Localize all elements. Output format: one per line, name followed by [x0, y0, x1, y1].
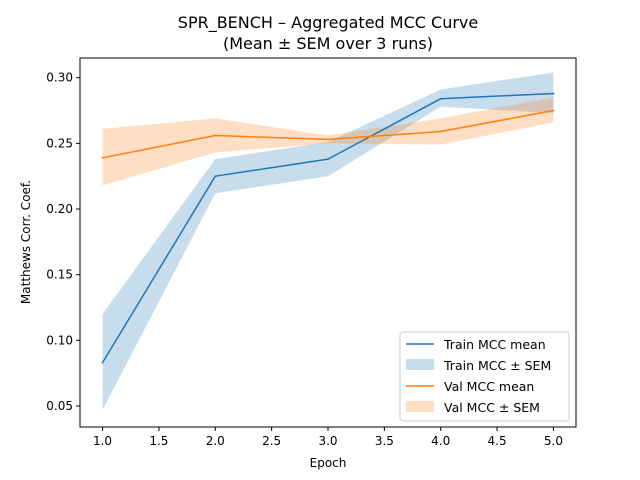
val-mean-point [552, 109, 555, 112]
legend-train-sem-swatch [406, 359, 434, 370]
y-tick-label: 0.05 [46, 399, 73, 413]
y-axis-label: Matthews Corr. Coef. [19, 180, 33, 304]
x-tick-label: 1.5 [149, 434, 168, 448]
y-tick-label: 0.15 [46, 268, 73, 282]
chart-title: SPR_BENCH – Aggregated MCC Curve [178, 13, 478, 33]
sem-bands [102, 72, 554, 410]
x-tick-label: 4.0 [431, 434, 450, 448]
train-mean-point [214, 175, 217, 178]
train-mean-point [101, 361, 104, 364]
x-axis-label: Epoch [310, 456, 347, 470]
mean-lines [101, 92, 555, 364]
x-axis-ticks: 1.0 1.5 2.0 2.5 3.0 3.5 4.0 4.5 5.0 [93, 427, 563, 448]
legend-val-mean-label: Val MCC mean [444, 379, 534, 394]
legend-box [399, 331, 570, 422]
y-tick-label: 0.30 [46, 71, 73, 85]
plot-frame [79, 57, 577, 428]
legend-val-sem-swatch [406, 401, 434, 412]
legend: Train MCC mean Train MCC ± SEM Val MCC m… [399, 331, 570, 422]
train-mean-point [439, 97, 442, 100]
y-tick-label: 0.10 [46, 333, 73, 347]
x-tick-label: 4.5 [488, 434, 507, 448]
train-sem-band [102, 72, 554, 410]
x-tick-label: 3.5 [375, 434, 394, 448]
train-mean-point [552, 92, 555, 95]
train-mean-point [327, 158, 329, 161]
y-tick-label: 0.20 [46, 202, 73, 216]
val-mean-point [101, 156, 104, 159]
x-tick-label: 1.0 [93, 434, 112, 448]
x-tick-label: 2.0 [206, 434, 225, 448]
val-mean-point [327, 138, 329, 141]
y-axis-ticks: 0.05 0.10 0.15 0.20 0.25 0.30 [46, 71, 80, 413]
chart-subtitle: (Mean ± SEM over 3 runs) [223, 34, 433, 53]
val-sem-band [102, 97, 554, 186]
x-tick-label: 5.0 [544, 434, 563, 448]
legend-train-mean-label: Train MCC mean [443, 337, 546, 352]
x-tick-label: 3.0 [318, 434, 337, 448]
x-tick-label: 2.5 [262, 434, 281, 448]
y-tick-label: 0.25 [46, 136, 73, 150]
val-mean-point [214, 134, 217, 137]
legend-val-sem-label: Val MCC ± SEM [444, 400, 540, 415]
legend-train-sem-label: Train MCC ± SEM [443, 358, 551, 373]
val-mean-point [439, 130, 442, 133]
